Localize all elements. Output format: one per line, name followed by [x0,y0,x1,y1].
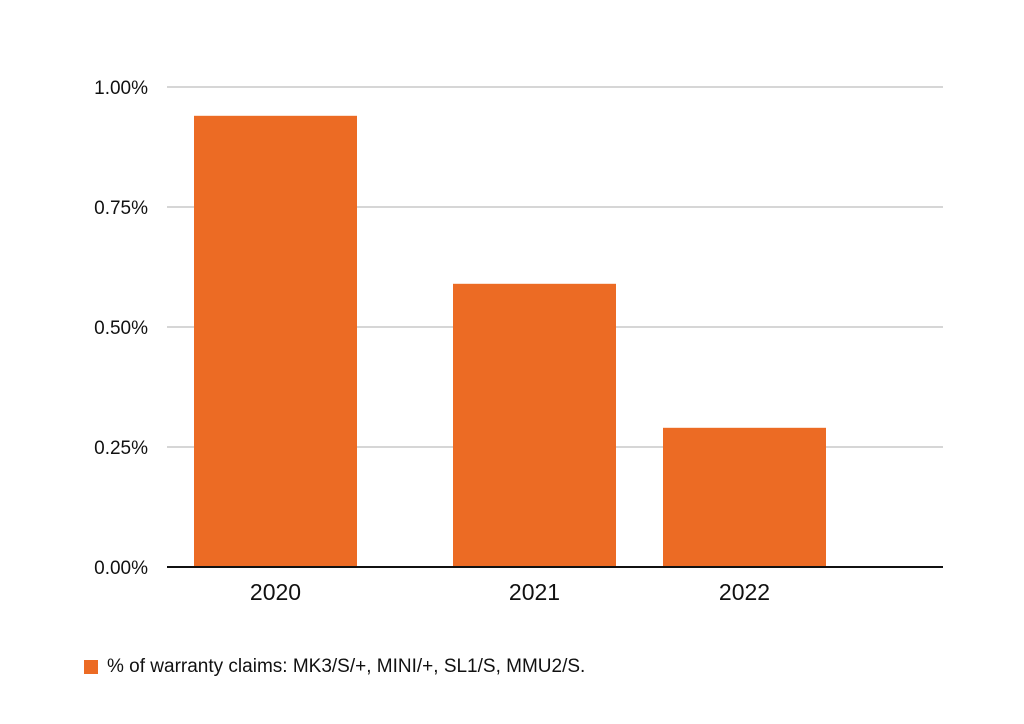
x-tick-labels: 2020 2021 2022 [250,579,770,605]
bars [194,115,826,568]
legend: % of warranty claims: MK3/S/+, MINI/+, S… [84,656,585,678]
legend-swatch [84,660,98,674]
y-tick-labels: 0.00% 0.25% 0.50% 0.75% 1.00% [94,78,148,579]
legend-label: % of warranty claims: MK3/S/+, MINI/+, S… [107,656,586,677]
y-tick-label: 0.50% [94,318,148,339]
x-tick-label: 2021 [509,579,560,605]
x-tick-label: 2022 [719,579,770,605]
y-tick-label: 0.25% [94,438,148,459]
y-tick-label: 1.00% [94,78,148,99]
warranty-claims-bar-chart: 0.00% 0.25% 0.50% 0.75% 1.00% 2020 2021 2022 [94,78,943,605]
y-tick-label: 0.75% [94,198,148,219]
bar-2022 [663,427,826,567]
bar-2021 [453,283,616,567]
y-tick-label: 0.00% [94,558,148,579]
bar-2020 [194,115,357,568]
x-tick-label: 2020 [250,579,301,605]
